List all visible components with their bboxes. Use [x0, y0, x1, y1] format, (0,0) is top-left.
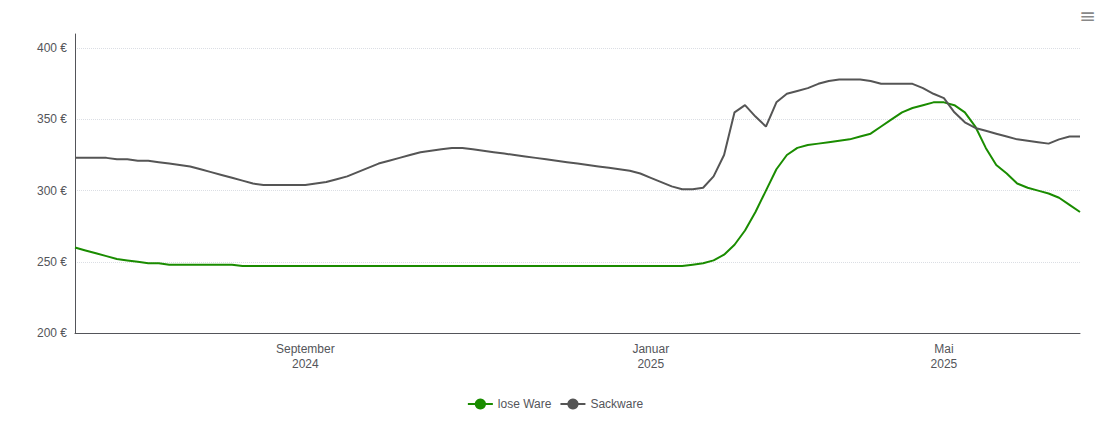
svg-text:Januar: Januar: [632, 342, 669, 356]
svg-text:200 €: 200 €: [37, 326, 67, 340]
svg-text:Mai: Mai: [934, 342, 953, 356]
svg-text:2025: 2025: [637, 357, 664, 371]
svg-text:lose Ware: lose Ware: [498, 397, 552, 411]
svg-text:2025: 2025: [931, 357, 958, 371]
svg-text:Sackware: Sackware: [590, 397, 643, 411]
svg-text:≡: ≡: [1079, 4, 1096, 28]
svg-text:250 €: 250 €: [37, 255, 67, 269]
svg-text:September: September: [276, 342, 335, 356]
svg-text:300 €: 300 €: [37, 184, 67, 198]
svg-text:2024: 2024: [292, 357, 319, 371]
svg-text:400 €: 400 €: [37, 41, 67, 55]
svg-text:350 €: 350 €: [37, 112, 67, 126]
